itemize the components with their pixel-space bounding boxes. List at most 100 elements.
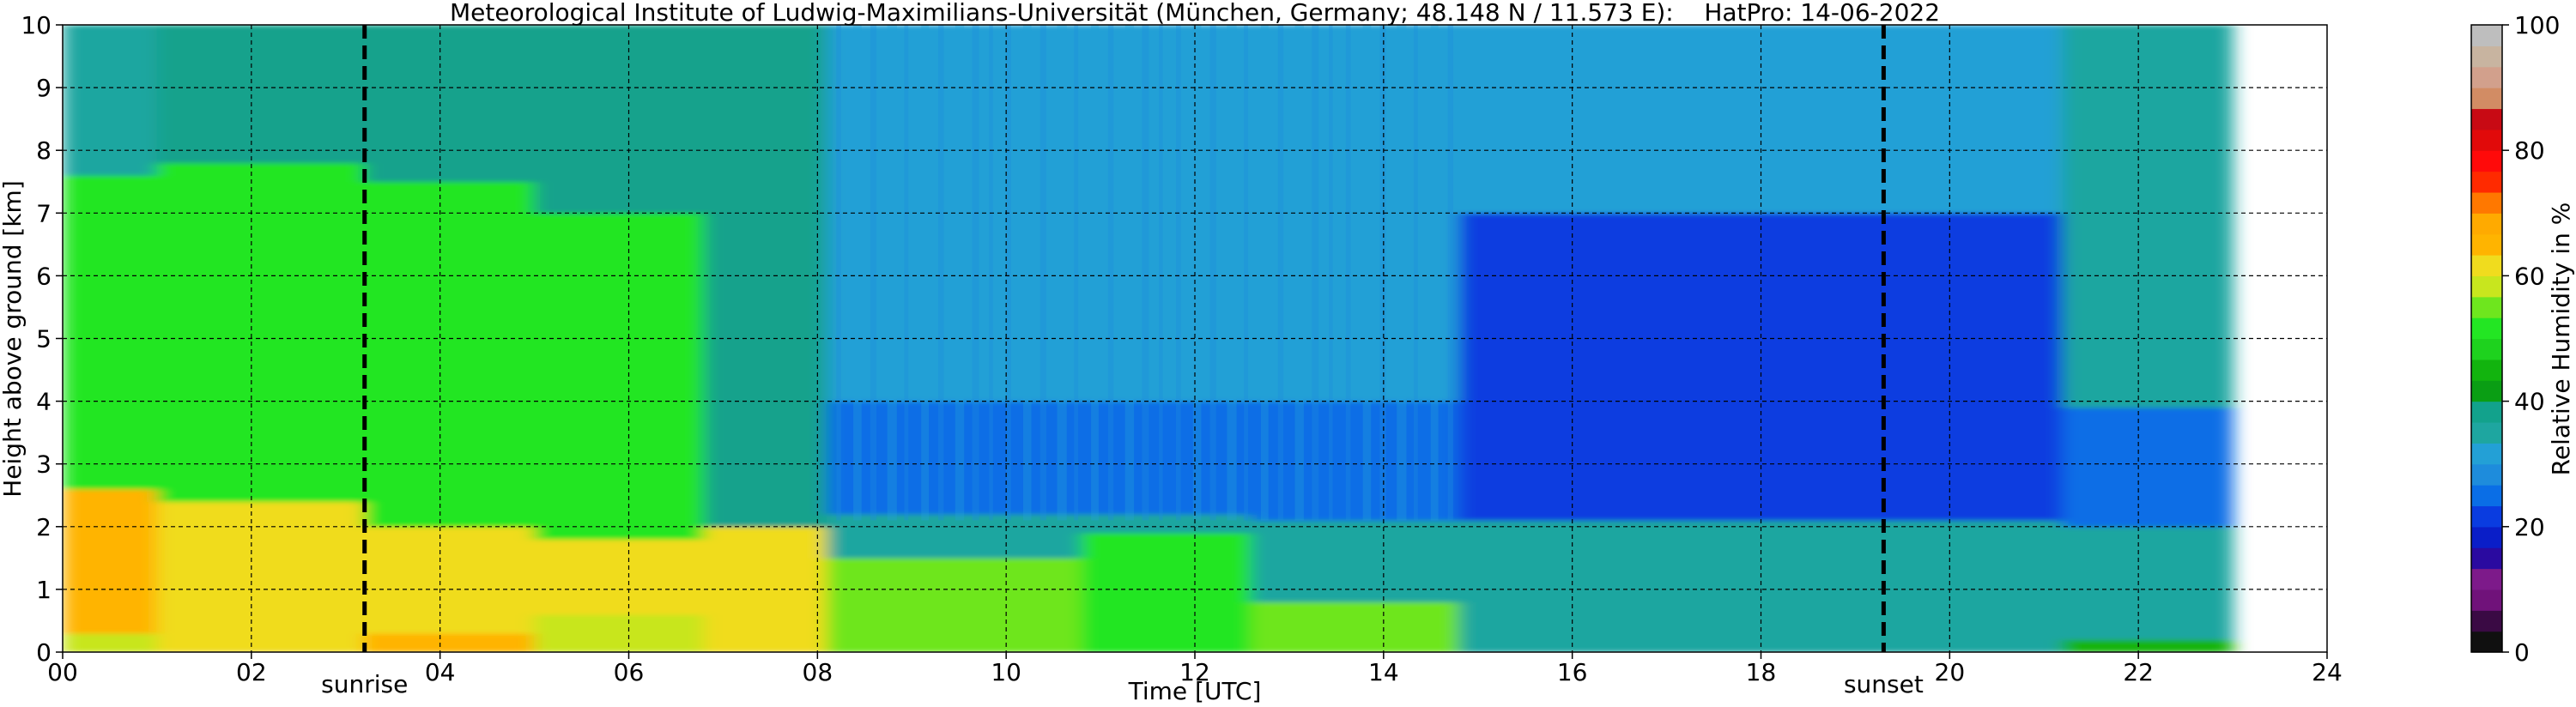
heatmap-cell	[156, 25, 366, 164]
y-tick-label: 4	[36, 388, 52, 416]
heatmap-cell	[1251, 401, 1460, 521]
heatmap-cell	[826, 514, 1082, 559]
heatmap-cell	[534, 213, 705, 540]
heatmap-streak	[1260, 25, 1269, 521]
heatmap-streak	[1006, 25, 1011, 521]
colorbar-tick-label: 20	[2514, 513, 2545, 541]
heatmap-streak	[1039, 25, 1046, 521]
colorbar-swatch	[2471, 338, 2502, 360]
heatmap-streak	[1022, 25, 1032, 521]
heatmap-streak	[1447, 25, 1453, 521]
heatmap-streak	[1294, 25, 1304, 521]
x-tick-label: 16	[1557, 658, 1588, 686]
colorbar-swatch	[2471, 589, 2502, 611]
y-tick-label: 1	[36, 576, 52, 604]
x-tick-label: 14	[1368, 658, 1399, 686]
x-tick-label: 18	[1746, 658, 1777, 686]
heatmap-cell	[1081, 533, 1252, 652]
heatmap-cell	[1081, 514, 1252, 534]
heatmap-streak	[955, 25, 965, 521]
sunset-label: sunset	[1844, 670, 1924, 698]
heatmap-streak	[1074, 25, 1079, 521]
colorbar-swatch	[2471, 421, 2502, 444]
heatmap-streak	[853, 25, 862, 521]
heatmap-cell	[364, 25, 536, 183]
colorbar-tick-label: 100	[2514, 11, 2560, 39]
x-tick-label: 02	[236, 658, 267, 686]
heatmap-streak	[1244, 25, 1248, 521]
heatmap-streak	[904, 25, 909, 521]
heatmap-cell	[156, 501, 366, 634]
heatmap-streak	[836, 25, 841, 521]
colorbar-swatch	[2471, 610, 2502, 632]
heatmap-streak	[1107, 25, 1114, 521]
x-tick-label: 10	[991, 658, 1021, 686]
x-axis-label: Time [UTC]	[1128, 677, 1262, 705]
colorbar-swatch	[2471, 191, 2502, 214]
heatmap-streak	[938, 25, 944, 521]
x-tick-label: 00	[47, 658, 78, 686]
heatmap-streak	[921, 25, 930, 521]
heatmap-streak	[1430, 25, 1439, 521]
y-axis-label: Height above ground [km]	[0, 180, 27, 498]
x-tick-label: 08	[803, 658, 833, 686]
heatmap-cell	[534, 539, 705, 615]
heatmap-cell	[364, 633, 536, 652]
heatmap-cell	[364, 181, 536, 528]
heatmap-cell	[1251, 520, 1460, 603]
y-tick-label: 8	[36, 136, 52, 165]
colorbar-swatch	[2471, 505, 2502, 528]
colorbar-swatch	[2471, 129, 2502, 151]
y-tick-label: 3	[36, 450, 52, 479]
colorbar-swatch	[2471, 255, 2502, 276]
heatmap-streak	[1345, 25, 1351, 521]
heatmap-cell	[63, 488, 158, 634]
heatmap-cell	[364, 526, 536, 634]
heatmap-streak	[1176, 25, 1181, 521]
heatmap-streak	[1209, 25, 1216, 521]
colorbar-swatch	[2471, 443, 2502, 465]
colorbar-swatch	[2471, 547, 2502, 570]
colorbar-swatch	[2471, 150, 2502, 172]
heatmap-streak	[1227, 25, 1237, 521]
heatmap-streak	[887, 25, 897, 521]
heatmap-streak	[1124, 25, 1135, 521]
colorbar-swatch	[2471, 359, 2502, 381]
heatmap-cell	[2062, 407, 2234, 528]
heatmap-cell	[63, 25, 158, 176]
heatmap-streak	[1379, 25, 1386, 521]
heatmap-streak	[1159, 25, 1163, 521]
chart-title: Meteorological Institute of Ludwig-Maxim…	[450, 0, 1940, 27]
colorbar-swatch	[2471, 45, 2502, 68]
colorbar-swatch	[2471, 631, 2502, 653]
y-tick-label: 2	[36, 513, 52, 541]
colorbar-swatch	[2471, 213, 2502, 235]
heatmap-streak	[1397, 25, 1407, 521]
colorbar-swatch	[2471, 233, 2502, 256]
colorbar-swatch	[2471, 380, 2502, 402]
colorbar-swatch	[2471, 66, 2502, 88]
heatmap-cell	[2062, 25, 2234, 408]
colorbar-swatch	[2471, 401, 2502, 423]
y-tick-label: 10	[21, 11, 52, 39]
heatmap-cell	[2062, 526, 2234, 640]
heatmap-cell	[826, 401, 1082, 515]
heatmap-cell	[1081, 401, 1252, 515]
x-tick-label: 24	[2312, 658, 2343, 686]
heatmap-streak	[1362, 25, 1372, 521]
heatmap-streak	[1414, 25, 1418, 521]
heatmap-streak	[1192, 25, 1202, 521]
heatmap-cell	[534, 614, 705, 652]
colorbar-swatch	[2471, 568, 2502, 590]
colorbar-tick-label: 60	[2514, 262, 2545, 290]
colorbar-tick-label: 0	[2514, 638, 2530, 667]
colorbar-swatch	[2471, 275, 2502, 298]
colorbar-swatch	[2471, 171, 2502, 193]
heatmap-cell	[156, 633, 366, 652]
heatmap-streak	[989, 25, 993, 521]
heatmap-streak	[1329, 25, 1333, 521]
colorbar-frame	[2470, 24, 2503, 653]
heatmap-cell	[156, 162, 366, 503]
colorbar-swatch	[2471, 317, 2502, 340]
